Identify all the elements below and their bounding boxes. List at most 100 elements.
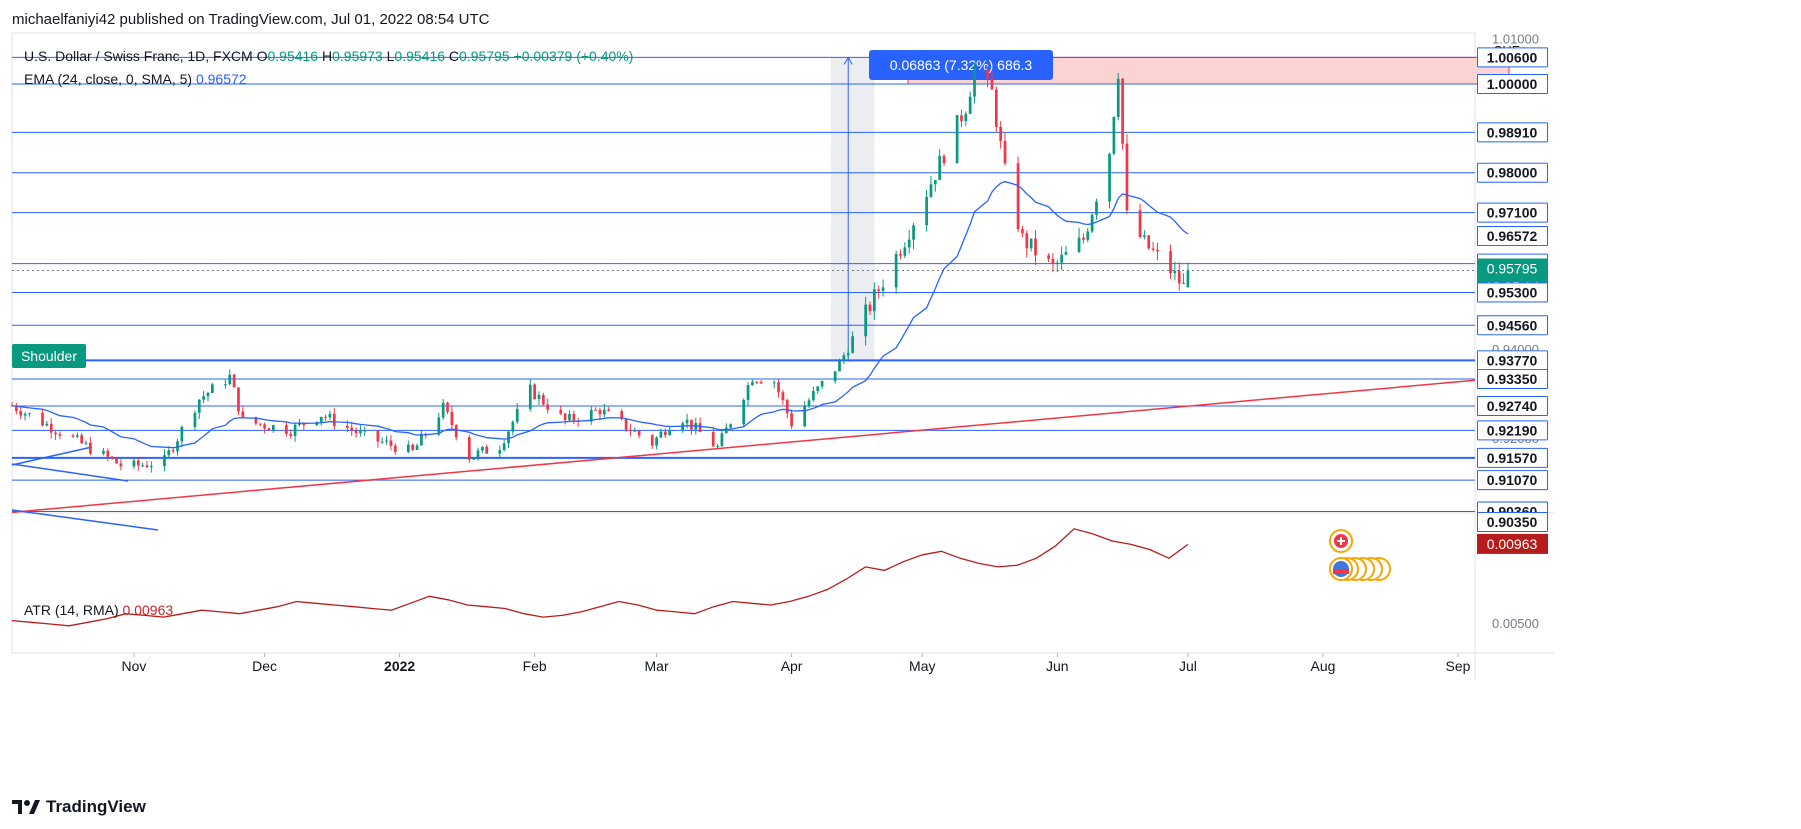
candle-body: [851, 336, 854, 353]
channel-line-mid[interactable]: [11, 463, 129, 482]
candle-body: [1173, 270, 1177, 274]
measure-band[interactable]: [830, 57, 875, 362]
price-axis-label: 1.00600: [1487, 49, 1538, 65]
candle-body: [546, 404, 550, 410]
candle-body: [1182, 283, 1185, 285]
candle-body: [620, 411, 624, 420]
candle-body: [812, 390, 815, 401]
candle-body: [132, 460, 136, 467]
time-axis-label: Jun: [1046, 658, 1069, 674]
candle-body: [772, 382, 776, 384]
channel-line-lower[interactable]: [11, 509, 159, 531]
shoulder-label-box[interactable]: [12, 344, 86, 368]
candle-body: [263, 424, 266, 429]
candle-body: [1055, 262, 1059, 264]
tradingview-name: TradingView: [46, 797, 146, 816]
candle-body: [197, 399, 201, 413]
candle-body: [1108, 153, 1111, 202]
time-axis-label: Sep: [1446, 658, 1471, 674]
candle-body: [785, 400, 789, 414]
us-flag-icon-stripe: [1333, 569, 1349, 574]
candle-body: [563, 413, 567, 421]
candle-body: [716, 446, 719, 448]
candle-body: [1021, 229, 1024, 234]
candle-body: [594, 409, 597, 411]
candle-body: [925, 196, 928, 226]
candle-body: [559, 409, 563, 414]
price-axis-label-inner: [1478, 513, 1547, 531]
price-axis-label: 0.90350: [1487, 514, 1538, 530]
candle-body: [1016, 163, 1020, 230]
price-axis-label-inner: [1478, 123, 1547, 142]
atr-label[interactable]: ATR (14, RMA): [24, 602, 119, 618]
candle-body: [328, 413, 332, 418]
time-axis-label: Aug: [1310, 658, 1335, 674]
candle-body: [285, 425, 288, 434]
candle-body: [842, 355, 846, 361]
ema-legend: EMA (24, close, 0, SMA, 5) 0.96572: [24, 71, 247, 87]
candle-body: [1003, 140, 1007, 164]
open-label: O: [256, 48, 268, 64]
open-value: 0.95416: [267, 48, 319, 64]
candle-body: [751, 381, 754, 386]
candle-body: [515, 408, 519, 422]
candle-body: [729, 424, 732, 428]
candle-body: [929, 184, 933, 197]
candle-body: [41, 413, 44, 426]
event-plus-icon-glyph: [1337, 537, 1345, 545]
measure-label: 0.06863 (7.32%) 686.3: [890, 57, 1033, 73]
price-axis-label: 0.96572: [1487, 228, 1538, 244]
candle-body: [511, 421, 515, 432]
candle-body: [537, 395, 541, 400]
candle-body: [864, 304, 867, 337]
candle-body: [232, 374, 236, 388]
trendline[interactable]: [11, 379, 1476, 514]
candle-body: [254, 416, 258, 424]
price-axis-label-inner: [1478, 283, 1547, 302]
candle-body: [807, 400, 811, 407]
symbol-legend: U.S. Dollar / Swiss Franc, 1D, FXCM O0.9…: [24, 48, 633, 64]
close-label: C: [448, 48, 460, 64]
candle-body: [637, 430, 641, 436]
price-axis-label: 0.91570: [1487, 450, 1538, 466]
low-value: 0.95416: [394, 48, 446, 64]
symbol-title[interactable]: U.S. Dollar / Swiss Franc, 1D, FXCM: [24, 48, 253, 64]
atr-line[interactable]: [11, 528, 1189, 627]
candle-body: [607, 409, 611, 412]
candle-body: [228, 374, 232, 385]
candle-body: [903, 247, 907, 256]
candle-body: [955, 115, 959, 164]
price-axis-label-inner: [1478, 369, 1547, 388]
candle-body: [720, 433, 724, 447]
time-axis-label: Dec: [252, 658, 277, 674]
candle-body: [528, 384, 532, 409]
candle-body: [115, 458, 118, 464]
time-axis-label: May: [909, 658, 935, 674]
candle-body: [89, 442, 92, 454]
price-axis-label-inner: [1478, 351, 1547, 370]
price-axis-label: 0.95300: [1487, 284, 1538, 300]
channel-line-upper[interactable]: [11, 446, 93, 466]
candle-body: [833, 371, 837, 381]
candle-body: [663, 431, 667, 436]
price-axis-label-inner: [1478, 396, 1547, 415]
candle-body: [271, 425, 275, 431]
price-axis-label: 0.98910: [1487, 124, 1538, 140]
price-scale-tick: 1.01000: [1492, 32, 1539, 47]
candle-body: [476, 450, 480, 458]
candle-body: [877, 289, 881, 291]
candle-body: [385, 440, 388, 442]
candle-body: [907, 239, 911, 248]
ema-label[interactable]: EMA (24, close, 0, SMA, 5): [24, 71, 193, 87]
candle-body: [1025, 233, 1029, 249]
candle-body: [820, 380, 824, 387]
ema-line[interactable]: [11, 180, 1189, 449]
change-value: +0.00379 (+0.40%): [513, 48, 634, 64]
candle-body: [258, 423, 262, 425]
candle-body: [289, 433, 293, 437]
candle-body: [568, 413, 571, 421]
candle-body: [389, 440, 393, 446]
candle-body: [119, 463, 123, 467]
candle-body: [23, 413, 27, 416]
